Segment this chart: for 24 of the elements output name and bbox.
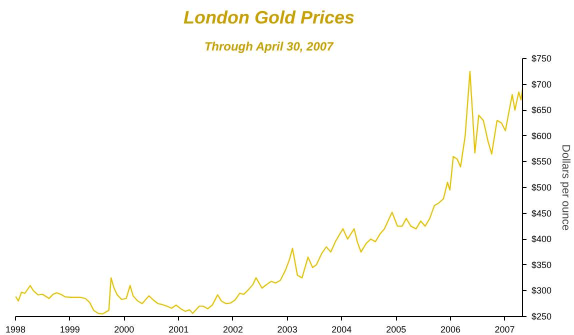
y-tick-label: $300 [532,286,552,296]
y-axis-title: Dollars per ounce [560,144,572,231]
y-tick-label: $400 [532,234,552,244]
y-tick-label: $500 [532,182,552,192]
y-tick-label: $250 [532,312,552,322]
y-tick-label: $350 [532,260,552,270]
x-tick-label: 1998 [5,324,26,334]
x-tick-label: 2007 [494,324,515,334]
chart-title: London Gold Prices [183,8,355,28]
x-tick-label: 2003 [277,324,298,334]
y-tick-label: $450 [532,208,552,218]
x-tick-label: 2004 [332,324,352,334]
y-tick-label: $750 [532,54,552,64]
x-tick-label: 2000 [114,324,134,334]
y-tick-label: $650 [532,105,552,116]
y-tick-label: $600 [532,130,552,141]
x-tick-label: 2002 [222,324,243,334]
x-tick-label: 2001 [168,324,189,334]
x-tick-label: 2006 [440,324,460,334]
x-tick-label: 2005 [386,324,406,334]
chart-subtitle: Through April 30, 2007 [204,40,335,54]
x-tick-label: 1999 [60,324,80,334]
y-tick-label: $550 [532,156,552,167]
y-tick-label: $700 [532,79,552,90]
